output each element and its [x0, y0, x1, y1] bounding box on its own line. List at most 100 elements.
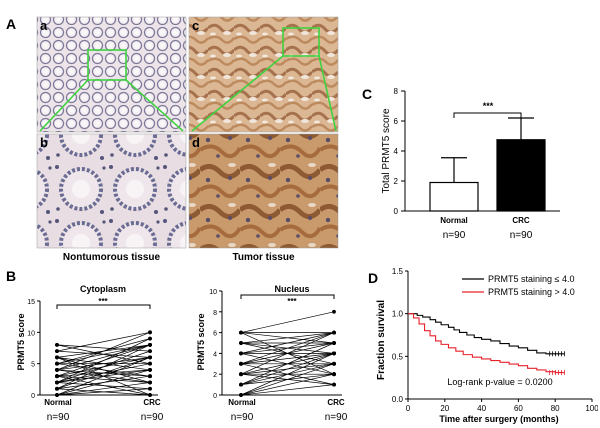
panel-b-nucleus-ytick-label: 10 [209, 289, 217, 296]
panel-b-cytoplasm-ylabel: PRMT5 score [16, 313, 26, 370]
panel-c-n-crc: n=90 [510, 230, 533, 241]
panel-b-nucleus-pair-line [240, 384, 335, 396]
panel-b-nucleus-pair-line [240, 373, 335, 385]
panel-b-nucleus-point-normal [239, 351, 243, 356]
panel-b-cytoplasm-point-crc [148, 393, 152, 397]
panel-b-nucleus-ytick-label: 2 [213, 372, 217, 379]
panel-label-b: B [6, 268, 17, 284]
panel-b-nucleus-point-crc [332, 361, 336, 366]
panel-c-ylabel: Total PRMT5 score [381, 108, 392, 193]
panel-d-xtick-label: 80 [551, 404, 560, 413]
panel-b-cytoplasm-ytick-label: 5 [31, 362, 35, 369]
panel-d-xtick-label: 60 [514, 404, 523, 413]
panel-c-bar-label-crc: CRC [512, 216, 530, 225]
panel-c-ytick-label: 8 [394, 87, 399, 96]
panel-b-cytoplasm-pair-line [56, 357, 151, 383]
sub-label-b: b [40, 135, 48, 150]
panel-c-ytick-label: 0 [394, 207, 399, 216]
panel-b-cytoplasm-pair-line [56, 369, 151, 383]
panel-b-cytoplasm-point-normal [55, 380, 59, 385]
panel-c-n-normal: n=90 [443, 230, 466, 241]
panel-b-nucleus-point-crc [332, 382, 336, 387]
panel-b-nucleus-point-normal [239, 361, 243, 366]
panel-b-nucleus-pair-line [240, 353, 335, 365]
panel-b-cytoplasm-point-crc [148, 386, 152, 391]
legend-label-low: PRMT5 staining ≤ 4.0 [488, 274, 574, 284]
panel-d-ytick-label: 1.0 [392, 310, 404, 319]
caption-tumor: Tumor tissue [232, 252, 295, 263]
panel-b-nucleus-xlabel-crc: CRC [327, 398, 345, 407]
panel-b-nucleus-point-normal [239, 382, 243, 387]
panel-b-cytoplasm-pair-line [56, 375, 151, 383]
panel-b-cytoplasm-pair-line [56, 344, 151, 365]
panel-b-nucleus-point-normal [239, 330, 243, 335]
panel-c-ytick-label: 6 [394, 117, 399, 126]
panel-d-ytick-label: 0.5 [392, 352, 404, 361]
panel-a-micrographs [36, 16, 339, 249]
panel-d-xtick-label: 100 [585, 404, 598, 413]
panel-b-nucleus-n-crc: n=90 [325, 412, 348, 423]
panel-b-cytoplasm-point-crc [148, 336, 152, 341]
panel-b-nucleus-point-crc [332, 351, 336, 356]
panel-d-ytick-label: 0.0 [392, 395, 404, 404]
panel-b-cytoplasm-title: Cytoplasm [80, 284, 126, 294]
panel-b-nucleus-point-crc [332, 309, 336, 314]
panel-c-bar-normal [429, 181, 479, 212]
panel-b-cytoplasm-point-crc [148, 374, 152, 379]
panel-c-ytick-label: 4 [394, 147, 399, 156]
panel-b-nucleus-n-normal: n=90 [231, 412, 254, 423]
panel-b-cytoplasm-pair-line [56, 388, 151, 396]
panel-d-annotation: Log-rank p-value = 0.0200 [447, 377, 552, 387]
panel-b-nucleus-title: Nucleus [274, 284, 309, 294]
panel-b-nucleus-point-normal [239, 341, 243, 345]
panel-b-nucleus-ylabel: PRMT5 score [196, 313, 206, 370]
panel-d-survival-chart: Fraction survival 0.0 0.5 1.0 1.5 0 20 40 60 80 1… [376, 267, 598, 424]
sub-label-c: c [192, 18, 200, 33]
panel-d-xtick-label: 20 [440, 404, 449, 413]
panel-d-series-1 [408, 313, 565, 374]
panel-c-significance-bracket [453, 112, 522, 118]
panel-b-cytoplasm-ytick-label: 10 [27, 330, 35, 337]
legend-label-high: PRMT5 staining > 4.0 [488, 287, 575, 297]
panel-b-nucleus-ytick-label: 6 [213, 331, 217, 338]
panel-b-cytoplasm-significance-bracket [56, 304, 151, 309]
panel-b-cytoplasm-n-crc: n=90 [141, 412, 164, 423]
panel-b-cytoplasm-xlabel-crc: CRC [143, 398, 161, 407]
panel-b-nucleus-pair-line [240, 363, 335, 375]
panel-b-nucleus-significance: *** [287, 297, 297, 306]
panel-d-xlabel: Time after surgery (months) [439, 414, 558, 424]
panel-b-cytoplasm-point-normal [55, 368, 59, 372]
panel-b-cytoplasm-point-crc [148, 380, 152, 385]
panel-b-cytoplasm-pair-line [56, 382, 151, 396]
panel-b-cytoplasm-ytick-label: 0 [31, 393, 35, 400]
panel-b-nucleus-ytick-label: 8 [213, 310, 217, 317]
panel-b-nucleus-pair-line [240, 373, 335, 396]
panel-c-bar-label-normal: Normal [440, 216, 468, 225]
panel-b-nucleus-pair-line [240, 332, 335, 344]
sub-label-a: a [40, 18, 48, 33]
panel-b-nucleus-pair-line [240, 353, 335, 396]
panel-b-cytoplasm-point-crc [148, 355, 152, 360]
panel-b-nucleus-chart: PRMT5 score Nucleus *** 0 2 4 6 8 10 Normal C… [196, 284, 348, 423]
panel-b-cytoplasm-pair-line [56, 338, 151, 383]
panel-label-a: A [6, 16, 17, 32]
panel-b-cytoplasm-point-crc [148, 349, 152, 354]
panel-b-cytoplasm-pair-line [56, 344, 151, 358]
panel-d-ytick-label: 1.5 [392, 267, 404, 276]
caption-nontumorous: Nontumorous tissue [62, 252, 161, 263]
panel-b-nucleus-point-crc [332, 330, 336, 335]
sub-label-d: d [192, 135, 200, 150]
panel-d-xtick-label: 0 [406, 404, 411, 413]
panel-label-c: C [362, 86, 373, 102]
panel-b-cytoplasm-ytick-label: 15 [27, 299, 35, 306]
panel-b-cytoplasm-point-crc [148, 368, 152, 372]
panel-b-cytoplasm-point-crc [148, 361, 152, 366]
panel-b-cytoplasm-point-normal [55, 374, 59, 379]
panel-b-cytoplasm-point-normal [55, 386, 59, 391]
panel-b-cytoplasm-pair-line [56, 344, 151, 352]
panel-c-bar-crc [496, 139, 546, 212]
panel-b-cytoplasm-xlabel-normal: Normal [44, 398, 72, 407]
panel-b-cytoplasm-pair-line [56, 375, 151, 396]
panel-b-nucleus-ytick-label: 0 [213, 393, 217, 400]
